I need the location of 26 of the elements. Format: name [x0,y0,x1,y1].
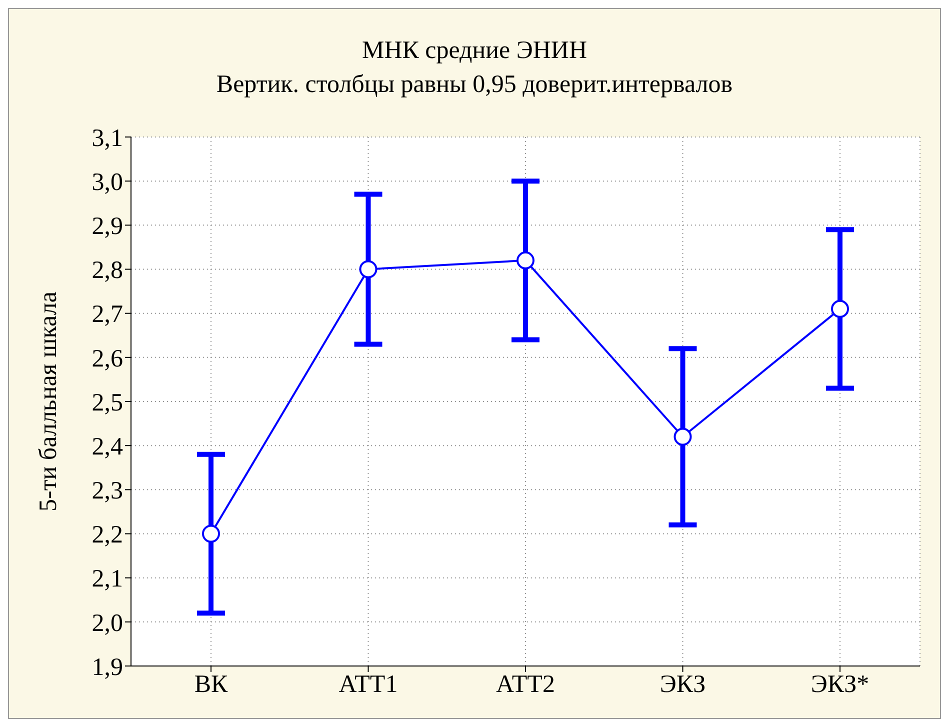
point [674,428,692,446]
y-tick-label: 2,0 [92,610,123,637]
point [831,300,849,318]
y-tick-label: 2,2 [92,522,123,549]
y-axis-title: 5-ти балльная шкала [34,292,62,512]
point [516,251,534,270]
y-tick-label: 3,1 [92,124,123,152]
y-tick-label: 2,6 [92,345,123,372]
point [359,260,378,278]
y-tick-label: 2,8 [92,257,123,284]
point [202,524,220,543]
y-tick-label: 2,1 [92,566,123,593]
x-tick-label: АТТ1 [338,670,398,698]
y-tick-label: 2,5 [92,389,123,416]
x-tick-label: ЭКЗ [660,670,706,698]
x-tick-label: ВК [194,670,228,698]
x-tick-label: АТТ2 [496,670,555,698]
chart-subtitle: Вертик. столбцы равны 0,95 доверит.интервалов [215,71,734,99]
y-tick-label: 3,0 [92,168,123,196]
y-tick-label: 2,9 [92,213,123,240]
y-tick-label: 2,4 [92,433,124,460]
x-tick-label: ЭКЗ* [810,670,870,698]
y-tick-label: 1,9 [92,654,123,681]
y-tick-label: 2,7 [92,301,123,328]
chart-title: МНК средние ЭНИН [360,37,588,65]
y-tick-label: 2,3 [92,478,123,505]
